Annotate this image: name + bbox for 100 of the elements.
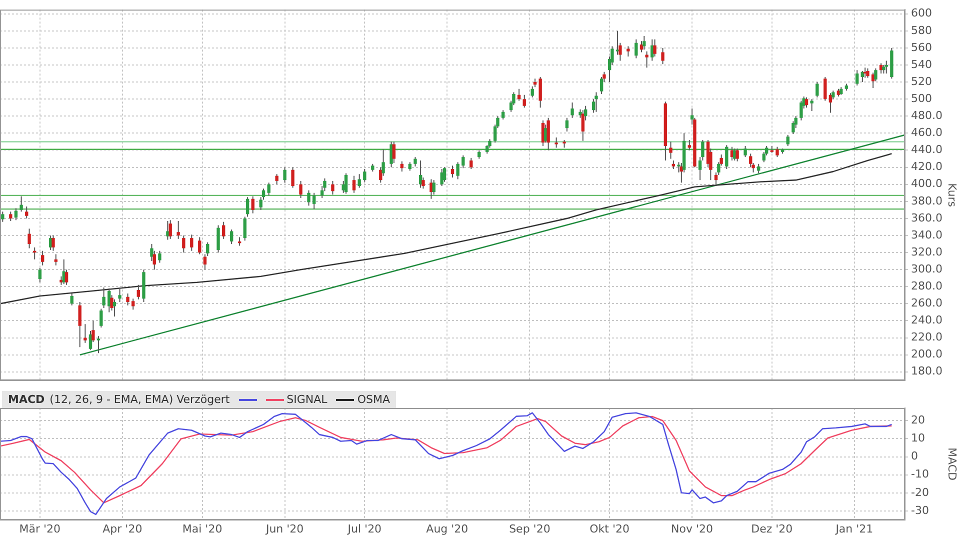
candlestick <box>54 254 58 266</box>
x-tick-label: Okt '20 <box>590 522 630 536</box>
candlestick <box>275 174 278 185</box>
candlestick <box>642 36 646 50</box>
y-tick-label: 20 <box>911 414 925 427</box>
x-tick-label: Mär '20 <box>19 522 61 536</box>
candlestick <box>246 196 250 218</box>
candlestick <box>725 144 728 170</box>
x-tick-label: Jan '21 <box>834 522 874 536</box>
candlestick <box>866 68 870 78</box>
candlestick <box>96 336 100 354</box>
candlestick <box>182 234 186 254</box>
candlestick <box>312 192 316 210</box>
x-tick-label: Mai '20 <box>182 522 222 536</box>
candlestick <box>102 286 106 308</box>
y-tick-label: 260.0 <box>911 296 942 310</box>
y-tick-label: 180.0 <box>911 364 942 378</box>
candlestick <box>331 180 334 196</box>
candlestick <box>626 46 630 57</box>
candlestick <box>307 190 310 206</box>
candlestick <box>28 228 31 249</box>
y-axis-title: MACD <box>946 448 959 480</box>
candlestick <box>299 180 302 198</box>
candlestick <box>816 82 819 98</box>
x-tick-label: Sep '20 <box>509 522 550 536</box>
y-tick-label: 440.0 <box>911 143 942 156</box>
candlestick <box>25 206 28 219</box>
candlestick <box>661 47 664 65</box>
x-tick-label: Jul '20 <box>346 522 382 536</box>
y-tick-label: 520 <box>911 74 932 88</box>
candlestick <box>390 141 393 168</box>
candlestick <box>352 175 356 194</box>
candlestick <box>126 292 130 306</box>
candlestick <box>744 145 747 158</box>
candlestick <box>669 141 672 160</box>
candlestick <box>344 172 348 194</box>
y-tick-label: 360.0 <box>911 211 942 224</box>
chart-title: MACD <box>8 393 45 406</box>
y-tick-label: 340.0 <box>911 228 942 242</box>
candlestick <box>456 162 460 180</box>
candlestick <box>158 250 162 264</box>
candlestick <box>600 76 604 94</box>
candlestick <box>430 178 433 200</box>
y-tick-label: -20 <box>911 486 929 499</box>
candlestick <box>470 157 473 170</box>
candlestick <box>222 221 226 240</box>
candlestick <box>78 301 82 348</box>
candlestick <box>855 70 859 86</box>
candlestick <box>688 140 691 151</box>
candlestick <box>462 154 465 169</box>
candlestick <box>230 229 234 245</box>
candlestick <box>84 324 87 344</box>
candlestick <box>267 182 270 196</box>
candlestick <box>363 168 366 182</box>
candlestick <box>118 286 122 302</box>
candlestick <box>136 284 140 300</box>
candlestick <box>501 110 505 120</box>
candlestick <box>432 180 436 196</box>
y-tick-label: 580 <box>911 24 932 37</box>
candlestick <box>776 146 779 158</box>
legend-label: OSMA <box>357 393 390 406</box>
candlestick <box>522 94 526 108</box>
candlestick <box>40 250 44 266</box>
candlestick <box>176 220 180 240</box>
y-tick-label: 420.0 <box>911 160 942 174</box>
y-tick-label: 460.0 <box>911 126 942 140</box>
candlestick <box>736 148 739 162</box>
candlestick <box>786 134 790 146</box>
candlestick <box>52 234 55 252</box>
candlestick <box>1 211 4 222</box>
candlestick <box>538 76 542 108</box>
y-tick-label: 320.0 <box>911 245 942 258</box>
y-tick-label: 240.0 <box>911 314 942 327</box>
candlestick <box>653 38 656 57</box>
x-tick-label: Jun '20 <box>264 522 304 536</box>
y-tick-label: 200.0 <box>911 348 942 361</box>
candlestick <box>168 220 172 240</box>
candlestick <box>291 166 294 188</box>
y-tick-label: 380.0 <box>911 194 942 208</box>
x-tick-label: Aug '20 <box>426 522 468 536</box>
candlestick <box>594 92 598 112</box>
candlestick <box>216 224 220 254</box>
y-tick-label: 480.0 <box>911 109 942 122</box>
candlestick <box>804 96 808 108</box>
y-tick-label: 560 <box>911 40 932 54</box>
candlestick <box>251 196 254 214</box>
legend-label: SIGNAL <box>286 393 328 406</box>
candlestick <box>38 267 42 283</box>
x-tick-label: Nov '20 <box>671 522 714 536</box>
chart-subtitle: (12, 26, 9 - EMA, EMA) Verzögert <box>50 393 230 406</box>
candlestick <box>442 166 446 182</box>
candlestick <box>190 234 194 252</box>
candlestick <box>554 136 558 148</box>
candlestick <box>100 308 103 328</box>
candlestick <box>800 100 803 121</box>
candlestick <box>810 98 814 112</box>
candlestick <box>414 156 417 167</box>
candlestick <box>131 298 135 310</box>
x-tick-label: Apr '20 <box>102 522 142 536</box>
y-tick-label: 0 <box>911 450 918 463</box>
